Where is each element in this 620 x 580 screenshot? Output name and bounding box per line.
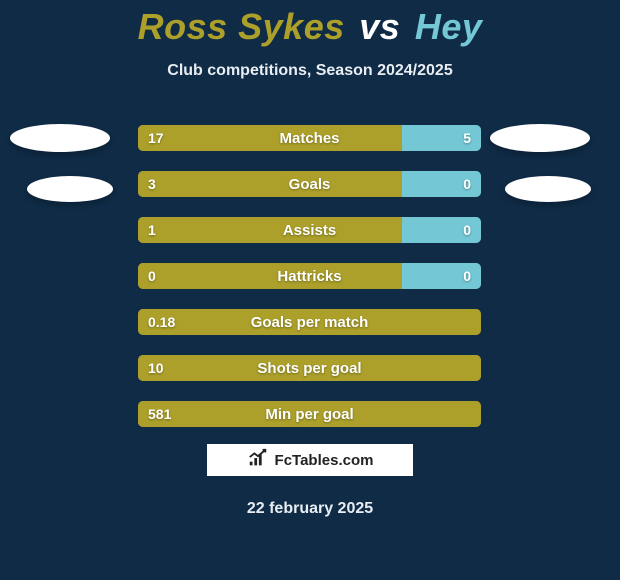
stat-row: 30Goals: [138, 171, 481, 197]
bar-left-fill: [138, 355, 481, 381]
stat-value-left: 0.18: [138, 309, 185, 335]
crest-left-2: [27, 176, 113, 202]
subtitle: Club competitions, Season 2024/2025: [0, 62, 620, 80]
stat-value-left: 581: [138, 401, 181, 427]
stat-row: 175Matches: [138, 125, 481, 151]
bar-left-fill: [138, 263, 402, 289]
crest-left-1: [10, 124, 110, 152]
comparison-infographic: Ross Sykes vs Hey Club competitions, Sea…: [0, 0, 620, 580]
bar-left-fill: [138, 217, 402, 243]
bar-left-fill: [138, 309, 481, 335]
stat-row: 581Min per goal: [138, 401, 481, 427]
comparison-bars: 175Matches30Goals10Assists00Hattricks0.1…: [138, 125, 481, 447]
stat-value-right: 0: [453, 217, 481, 243]
title: Ross Sykes vs Hey: [0, 6, 620, 48]
date-text: 22 february 2025: [0, 500, 620, 518]
stat-value-left: 0: [138, 263, 166, 289]
bar-left-fill: [138, 125, 402, 151]
bar-left-fill: [138, 401, 481, 427]
chart-icon: [247, 447, 269, 473]
stat-value-left: 17: [138, 125, 174, 151]
stat-value-right: 5: [453, 125, 481, 151]
stat-row: 10Shots per goal: [138, 355, 481, 381]
stat-value-right: 0: [453, 171, 481, 197]
crest-right-1: [490, 124, 590, 152]
stat-value-left: 1: [138, 217, 166, 243]
bar-left-fill: [138, 171, 402, 197]
title-vs: vs: [359, 6, 400, 47]
stat-row: 10Assists: [138, 217, 481, 243]
source-badge-text: FcTables.com: [275, 452, 374, 469]
stat-row: 00Hattricks: [138, 263, 481, 289]
source-badge: FcTables.com: [205, 442, 415, 478]
stat-value-right: 0: [453, 263, 481, 289]
title-player2: Hey: [415, 6, 483, 47]
stat-value-left: 10: [138, 355, 174, 381]
stat-row: 0.18Goals per match: [138, 309, 481, 335]
stat-value-left: 3: [138, 171, 166, 197]
crest-right-2: [505, 176, 591, 202]
title-player1: Ross Sykes: [138, 6, 345, 47]
